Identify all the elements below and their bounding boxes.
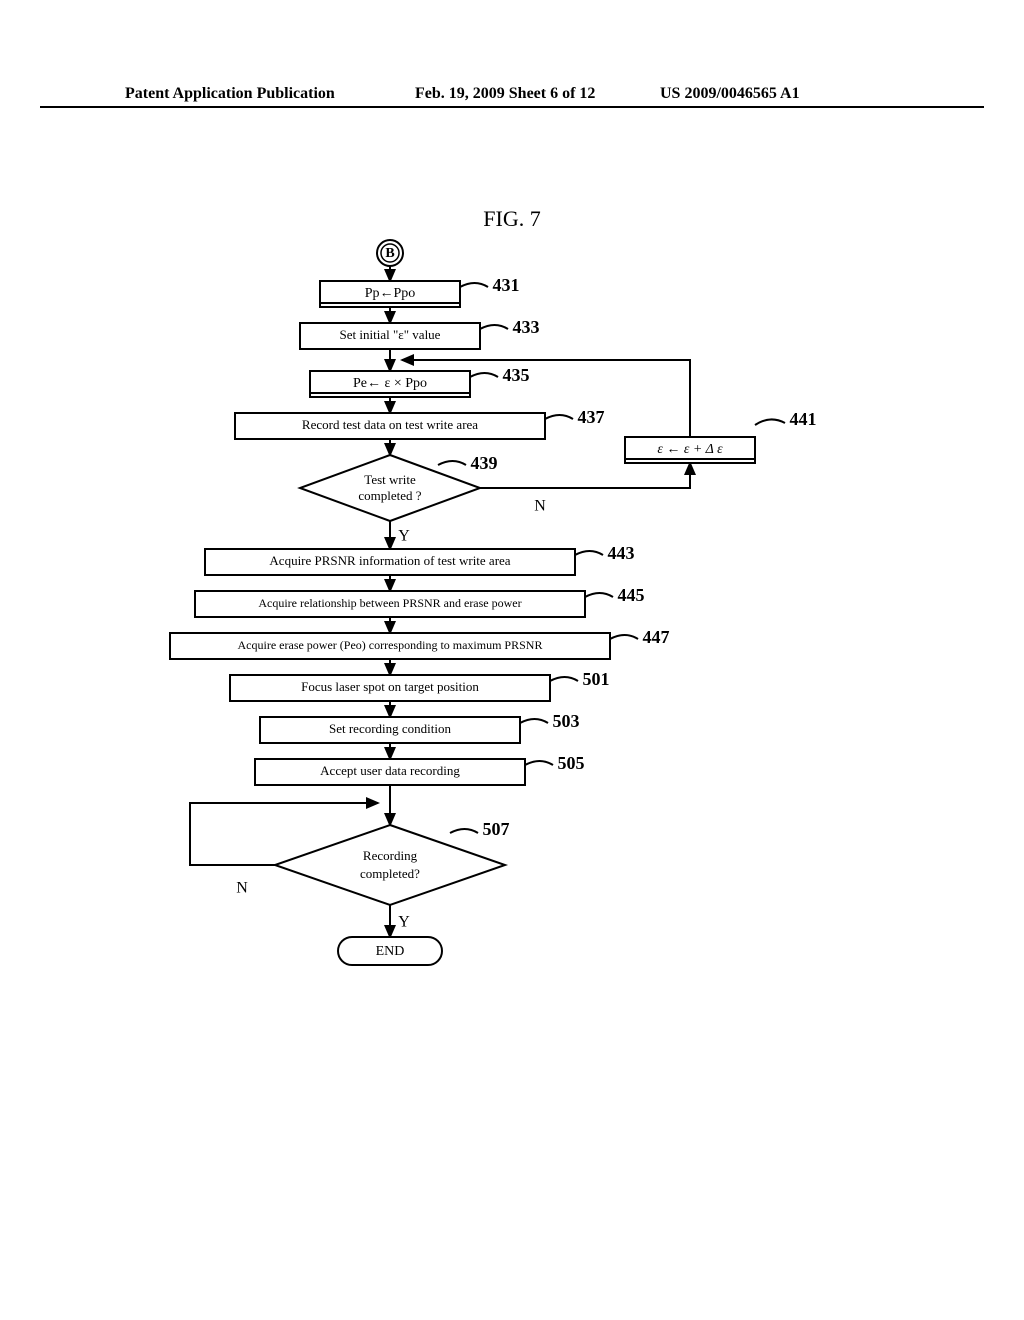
ref-505: 505 [558,753,585,773]
no-label-507: N [236,880,248,897]
no-label-439: N [534,498,546,515]
text-507a: Recording [363,848,418,863]
ref-431: 431 [493,275,520,295]
text-437: Record test data on test write area [302,417,478,432]
ref-445: 445 [618,585,645,605]
text-439a: Test write [364,472,416,487]
text-505: Accept user data recording [320,763,460,778]
yes-label-507: Y [398,914,410,931]
ref-503: 503 [553,711,580,731]
header-left: Patent Application Publication [125,85,335,103]
ref-501: 501 [583,669,610,689]
text-431: Pp←Ppo [365,286,416,301]
ref-447: 447 [643,627,670,647]
ref-433: 433 [513,317,540,337]
ref-443: 443 [608,543,635,563]
end-label: END [376,944,405,959]
text-507b: completed? [360,866,420,881]
start-label: B [385,246,394,261]
header-center: Feb. 19, 2009 Sheet 6 of 12 [415,85,595,103]
header-right: US 2009/0046565 A1 [660,85,800,103]
ref-507: 507 [483,819,510,839]
flowchart: B Pp←Ppo 431 Set initial "ε" value 433 P… [120,235,904,1175]
ref-439: 439 [471,453,498,473]
text-445: Acquire relationship between PRSNR and e… [258,596,521,610]
text-443: Acquire PRSNR information of test write … [269,553,510,568]
ref-441: 441 [790,409,817,429]
text-503: Set recording condition [329,721,452,736]
text-435: Pe← ε × Ppo [353,376,427,391]
yes-label-439: Y [398,528,410,545]
ref-435: 435 [503,365,530,385]
text-501: Focus laser spot on target position [301,679,479,694]
text-441: ε ← ε + Δ ε [657,442,723,457]
text-433: Set initial "ε" value [340,327,441,342]
ref-437: 437 [578,407,605,427]
header-rule [40,106,984,108]
text-439b: completed ? [358,488,421,503]
figure-title: FIG. 7 [0,206,1024,232]
text-447: Acquire erase power (Peo) corresponding … [238,638,543,652]
